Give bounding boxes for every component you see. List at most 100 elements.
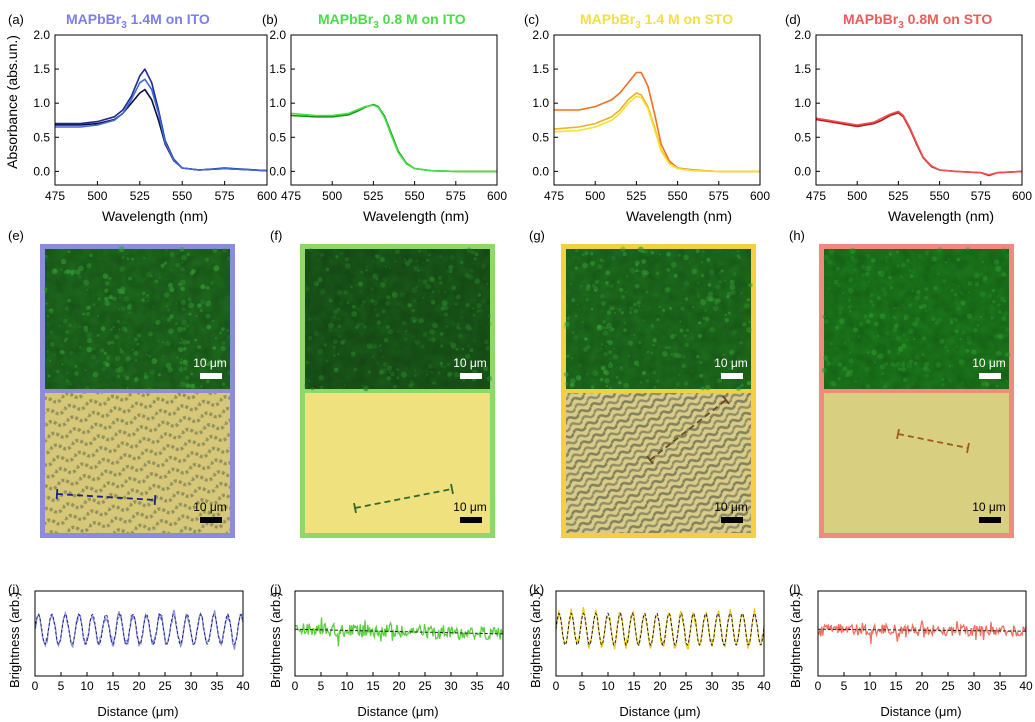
y-tick-label-b: 1.5 [269,62,286,76]
x-tick-label-i: 15 [106,679,120,693]
scalebar [721,517,743,523]
profile-line-cap [646,455,654,465]
title-d: MAPbBr3 0.8M on STO [843,11,992,31]
profile-line-cap [55,488,59,500]
title-c: MAPbBr3 1.4 M on STO [580,11,733,31]
bf-image-f [305,393,490,533]
x-tick-label-i: 0 [32,679,39,693]
profile-line-f [354,488,453,509]
x-tick-label-a: 600 [257,189,277,203]
y-tick-label-d: 0.5 [794,130,811,144]
x-tick-label-k: 20 [653,679,667,693]
scalebar [200,373,222,379]
x-tick-label-j: 20 [392,679,406,693]
x-tick-label-i: 25 [158,679,172,693]
scalebar [721,373,743,379]
absorbance-series-a-1 [55,88,268,172]
profile-series-i-data [34,609,244,650]
profile-line-e [56,493,156,501]
scalebar [979,517,1001,523]
x-tick-label-l: 20 [915,679,929,693]
profile-chart-j: 0 5 10 15 20 25 30 35 40 [292,590,510,693]
profile-chart-i: 0 5 10 15 20 25 30 35 40 [32,590,250,693]
micrograph-g: 10 μm 10 μm [561,244,756,538]
profile-series-l-data [817,620,1027,645]
x-tick-label-b: 475 [281,189,301,203]
scalebar-label: 10 μm [193,356,227,370]
absorbance-series-c-0 [554,71,760,173]
scalebar-label: 10 μm [972,356,1006,370]
x-tick-label-i: 10 [80,679,94,693]
x-tick-label-d: 475 [806,189,826,203]
x-tick-label-k: 30 [705,679,719,693]
x-tick-label-k: 35 [731,679,745,693]
panel-letter-g: (g) [529,228,545,243]
panel-letter-l: (l) [789,582,801,597]
profile-line-cap [722,395,730,405]
absorbance-chart-d: 475 500 525 550 575 600 0.0 0.5 1.0 1.5 2.0 [794,28,1032,203]
profile-frame-i [34,590,244,677]
absorbance-series-a-2 [55,78,268,172]
x-tick-label-d: 525 [888,189,908,203]
panel-letter-h: (h) [789,228,805,243]
x-tick-label-c: 525 [626,189,646,203]
scalebar [200,517,222,523]
scalebar [979,373,1001,379]
bf-pattern [45,393,230,533]
y-tick-label-b: 2.0 [269,28,286,42]
absorbance-chart-a: 475 500 525 550 575 600 0.0 0.5 1.0 1.5 2.0 [33,28,277,203]
profile-series-k-fit [555,612,765,647]
panel-letter-f: (f) [270,228,282,243]
y-tick-label-c: 1.5 [532,62,549,76]
y-tick-label-a: 1.5 [33,62,50,76]
x-tick-label-i: 5 [58,679,65,693]
abs-xlabel-c: Wavelength (nm) [626,208,732,224]
x-tick-label-d: 600 [1012,189,1032,203]
x-tick-label-l: 35 [993,679,1007,693]
profile-xlabel-i: Distance (μm) [97,704,178,719]
profile-line-cap [450,483,454,495]
x-tick-label-l: 0 [815,679,822,693]
x-tick-label-k: 10 [601,679,615,693]
y-tick-label-a: 0.0 [33,164,50,178]
profile-chart-k: 0 5 10 15 20 25 30 35 40 [553,590,771,693]
x-tick-label-b: 550 [405,189,425,203]
scalebar-label: 10 μm [714,500,748,514]
pl-texture [305,249,490,389]
y-tick-label-c: 2.0 [532,28,549,42]
x-tick-label-j: 0 [292,679,299,693]
profile-xlabel-l: Distance (μm) [880,704,961,719]
x-tick-label-l: 10 [863,679,877,693]
x-tick-label-i: 40 [236,679,250,693]
title-b: MAPbBr3 0.8 M on ITO [318,11,466,31]
x-tick-label-b: 500 [322,189,342,203]
profile-xlabel-k: Distance (μm) [619,704,700,719]
bf-pattern [566,393,751,533]
x-tick-label-k: 40 [757,679,771,693]
panel-letter-e: (e) [8,228,24,243]
abs-xlabel-a: Wavelength (nm) [102,208,208,224]
profile-ylabel-j: Brightness (arb.) [268,592,283,688]
absorbance-ylabel: Absorbance (abs.un.) [4,35,20,169]
y-tick-label-b: 1.0 [269,96,286,110]
y-tick-label-a: 2.0 [33,28,50,42]
x-tick-label-d: 500 [847,189,867,203]
y-tick-label-c: 1.0 [532,96,549,110]
y-tick-label-d: 1.0 [794,96,811,110]
profile-xlabel-j: Distance (μm) [357,704,438,719]
x-tick-label-a: 500 [87,189,107,203]
profile-line-g [649,399,727,461]
x-tick-label-c: 475 [544,189,564,203]
x-tick-label-a: 550 [172,189,192,203]
absorbance-series-d-1 [815,110,1023,176]
profile-series-i-fit [34,613,244,646]
pl-texture [45,249,230,389]
absorbance-chart-c: 475 500 525 550 575 600 0.0 0.5 1.0 1.5 2.0 [532,28,770,203]
panel-letter-b: (b) [262,12,278,27]
x-tick-label-j: 30 [444,679,458,693]
bf-image-h [824,393,1009,533]
x-tick-label-i: 35 [210,679,224,693]
absorbance-series-a-0 [55,68,268,172]
x-tick-label-i: 20 [132,679,146,693]
